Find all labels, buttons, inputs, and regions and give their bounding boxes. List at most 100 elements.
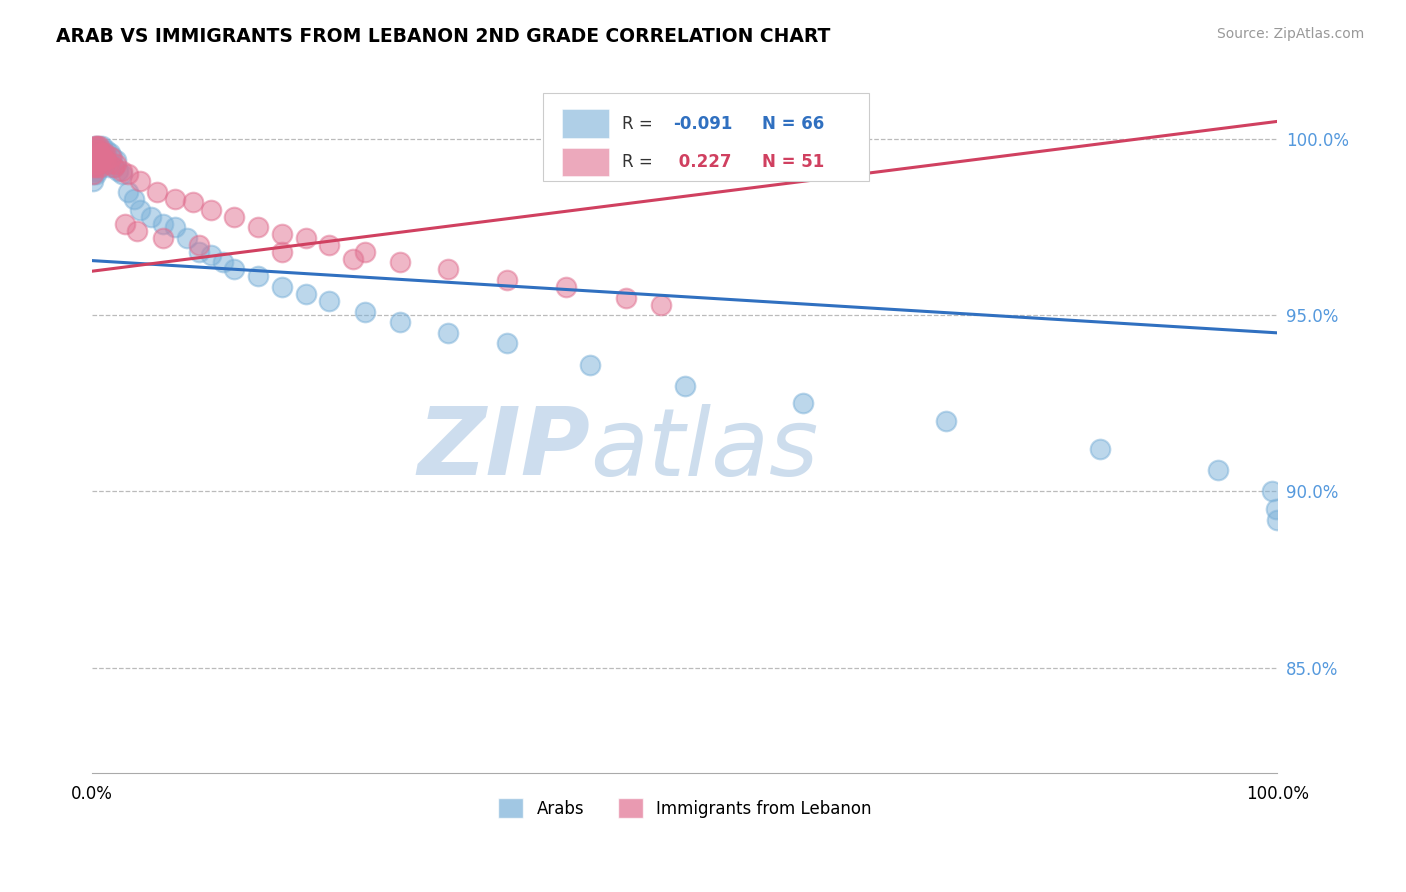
Point <box>496 336 519 351</box>
Point <box>89 146 111 161</box>
Point <box>97 160 120 174</box>
Text: ZIP: ZIP <box>418 403 591 495</box>
Point <box>650 298 672 312</box>
Point <box>187 237 209 252</box>
Point <box>89 143 111 157</box>
FancyBboxPatch shape <box>561 110 609 137</box>
Point <box>353 244 375 259</box>
Point <box>1267 513 1289 527</box>
Point <box>152 230 174 244</box>
Point <box>270 227 292 242</box>
Text: 0.227: 0.227 <box>673 153 731 171</box>
Point <box>82 174 104 188</box>
Point <box>165 192 187 206</box>
Point <box>1088 442 1111 457</box>
Point <box>87 150 110 164</box>
Point <box>224 262 246 277</box>
Point <box>270 280 292 294</box>
Point <box>90 150 112 164</box>
Point <box>94 146 117 161</box>
Point <box>89 153 111 168</box>
Point <box>94 150 117 164</box>
Point <box>176 230 198 244</box>
Point <box>1206 463 1229 477</box>
Point <box>87 157 110 171</box>
Point <box>111 163 134 178</box>
Point <box>117 167 139 181</box>
Point <box>111 167 134 181</box>
Point <box>318 294 340 309</box>
Point <box>614 291 637 305</box>
Point <box>200 202 222 217</box>
Point <box>318 237 340 252</box>
Point <box>152 217 174 231</box>
Point <box>86 150 108 164</box>
Point <box>93 157 115 171</box>
Point <box>165 220 187 235</box>
Point <box>90 139 112 153</box>
Point <box>200 248 222 262</box>
Point <box>89 139 111 153</box>
Point <box>103 160 125 174</box>
Point <box>97 157 120 171</box>
Point <box>294 230 316 244</box>
Point <box>82 153 104 168</box>
Point <box>89 160 111 174</box>
Point <box>86 139 108 153</box>
Point <box>87 139 110 153</box>
Point <box>93 153 115 168</box>
Point <box>84 153 107 168</box>
Point <box>97 153 120 168</box>
Point <box>555 280 578 294</box>
Point <box>187 244 209 259</box>
Point <box>107 163 129 178</box>
Point <box>83 150 105 164</box>
Point <box>128 174 150 188</box>
Text: atlas: atlas <box>591 404 818 495</box>
Point <box>83 150 105 164</box>
Point <box>86 157 108 171</box>
Point <box>103 160 125 174</box>
Point <box>792 396 814 410</box>
Point <box>86 163 108 178</box>
Point <box>353 304 375 318</box>
Legend: Arabs, Immigrants from Lebanon: Arabs, Immigrants from Lebanon <box>492 791 879 825</box>
Point <box>935 414 957 428</box>
Point <box>89 157 111 171</box>
Point <box>96 143 118 157</box>
Point <box>389 255 412 269</box>
Point <box>270 244 292 259</box>
Point <box>496 273 519 287</box>
Point <box>93 146 115 161</box>
Point <box>84 167 107 181</box>
Point <box>436 262 458 277</box>
Point <box>117 185 139 199</box>
Point <box>90 150 112 164</box>
Point <box>436 326 458 340</box>
Point <box>82 167 104 181</box>
Point <box>100 150 122 164</box>
Point <box>247 220 270 235</box>
Point <box>181 195 204 210</box>
Point <box>389 315 412 329</box>
Point <box>104 157 127 171</box>
Point <box>82 160 104 174</box>
Point <box>91 153 114 168</box>
Point <box>294 287 316 301</box>
Point <box>83 163 105 178</box>
Point <box>87 160 110 174</box>
Point <box>83 139 105 153</box>
Point <box>128 202 150 217</box>
Point <box>146 185 169 199</box>
Point <box>104 153 127 168</box>
Point <box>1265 502 1288 516</box>
Point <box>100 157 122 171</box>
Point <box>579 358 602 372</box>
Point <box>83 157 105 171</box>
Point <box>247 269 270 284</box>
Text: N = 51: N = 51 <box>762 153 824 171</box>
Point <box>87 143 110 157</box>
Point <box>342 252 364 266</box>
Point <box>224 210 246 224</box>
Text: N = 66: N = 66 <box>762 114 824 133</box>
